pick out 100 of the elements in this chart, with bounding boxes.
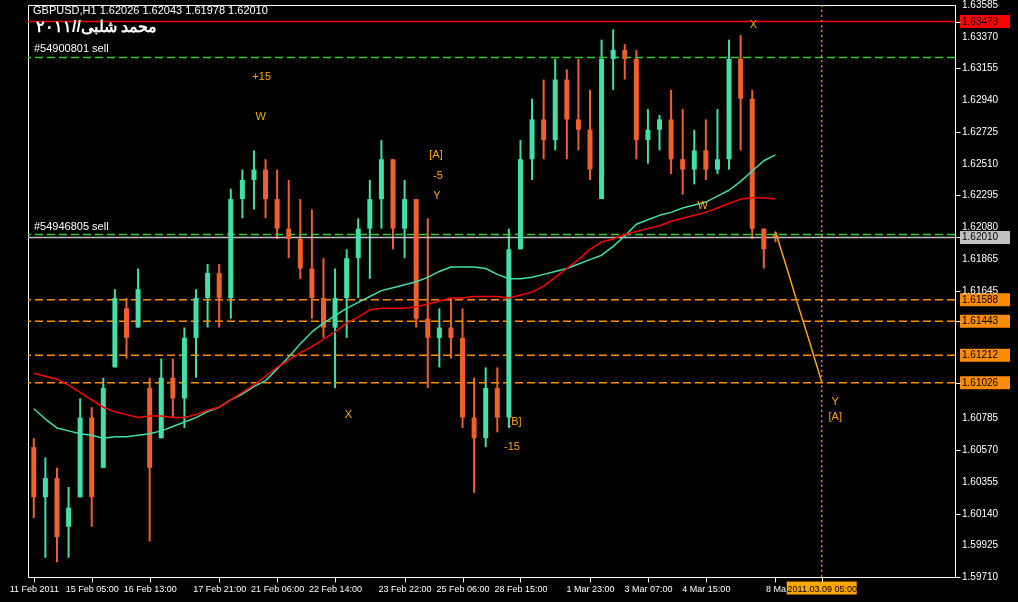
candlestick xyxy=(239,168,245,220)
x-tick-label: 2011.03.09 05:00 xyxy=(787,583,857,594)
candlestick xyxy=(378,139,384,230)
y-tick-label: 1.61588 xyxy=(962,293,999,305)
x-tick-label: 15 Feb 05:00 xyxy=(65,583,119,594)
candlestick xyxy=(680,108,686,196)
candlestick xyxy=(42,456,48,559)
candlestick xyxy=(263,158,269,220)
candlestick xyxy=(714,108,720,176)
candlestick xyxy=(332,267,338,390)
candlestick xyxy=(228,187,234,320)
y-tick-label: 1.61443 xyxy=(962,315,999,327)
candlestick xyxy=(622,43,628,81)
candlestick xyxy=(193,288,199,379)
candlestick xyxy=(726,38,732,171)
candlestick xyxy=(297,198,303,280)
x-tick-label: 28 Feb 15:00 xyxy=(494,583,548,594)
y-tick-label: 1.63473 xyxy=(962,15,999,27)
y-tick-label: 1.60355 xyxy=(962,475,999,487)
candlestick xyxy=(552,57,558,152)
candlestick xyxy=(575,57,581,152)
y-tick-label: 1.60140 xyxy=(962,507,999,519)
candlestick xyxy=(123,297,129,360)
candlestick xyxy=(355,217,361,300)
candlestick xyxy=(691,128,697,186)
candlestick xyxy=(147,376,153,543)
candlestick xyxy=(320,257,326,339)
candlestick xyxy=(251,149,257,211)
candlestick xyxy=(135,267,141,329)
y-tick-label: 1.62510 xyxy=(962,157,999,169)
y-tick-label: 1.62010 xyxy=(962,231,999,243)
candlestick xyxy=(460,307,466,429)
x-tick-label: 22 Feb 14:00 xyxy=(309,583,363,594)
candlestick xyxy=(738,34,744,152)
y-tick-label: 1.62295 xyxy=(962,189,999,201)
y-tick-label: 1.60570 xyxy=(962,444,999,456)
x-tick-label: 21 Feb 06:00 xyxy=(251,583,305,594)
candlestick xyxy=(761,227,767,270)
candlestick xyxy=(112,288,118,369)
annotation: Y xyxy=(433,189,442,201)
x-tick-label: 23 Feb 22:00 xyxy=(378,583,432,594)
ref-line-label: #54900801 sell xyxy=(34,42,109,55)
candlestick xyxy=(610,28,616,91)
x-tick-label: 4 Mar 15:00 xyxy=(682,583,731,594)
candlestick xyxy=(494,366,500,434)
candlestick xyxy=(483,366,489,449)
y-tick-label: 1.62080 xyxy=(962,221,999,233)
candlestick xyxy=(309,208,315,320)
annotation: -15 xyxy=(504,440,520,452)
candlestick xyxy=(645,108,651,165)
x-tick-label: 11 Feb 2011 xyxy=(9,583,59,594)
x-tick-label: 25 Feb 06:00 xyxy=(436,583,490,594)
candlestick xyxy=(668,88,674,176)
candlestick xyxy=(402,178,408,260)
x-tick-label: 17 Feb 21:00 xyxy=(193,583,247,594)
y-tick-label: 1.62725 xyxy=(962,125,999,137)
candlestick xyxy=(703,118,709,181)
candlestick xyxy=(413,198,419,329)
annotation: [A] xyxy=(429,148,443,160)
y-tick-label: 1.63370 xyxy=(962,30,999,42)
candlestick xyxy=(633,49,639,161)
candlestick xyxy=(529,97,535,181)
ref-line-label: #54946805 sell xyxy=(34,219,109,232)
candlestick xyxy=(390,158,396,251)
candlestick xyxy=(425,217,431,390)
candlestick xyxy=(749,88,755,240)
annotation: Y xyxy=(831,395,840,407)
y-tick-label: 1.63155 xyxy=(962,62,999,74)
candlestick xyxy=(564,68,570,161)
candlestick xyxy=(436,307,442,369)
candlestick xyxy=(599,38,605,201)
candlestick xyxy=(205,263,211,329)
candlestick xyxy=(31,437,37,519)
candlestick xyxy=(517,139,523,251)
candlestick xyxy=(367,178,373,280)
x-tick-label: 1 Mar 23:00 xyxy=(566,583,615,594)
candlestick xyxy=(181,326,187,429)
candlestick xyxy=(170,357,176,419)
x-tick-label: 3 Mar 07:00 xyxy=(624,583,673,594)
y-tick-label: 1.61026 xyxy=(962,376,999,388)
annotation: محمد شلبى//٢٠١١ xyxy=(36,18,158,35)
y-tick-label: 1.59710 xyxy=(962,571,999,582)
candlestick xyxy=(66,485,72,559)
candlestick xyxy=(216,263,222,329)
x-tick-label: 8 Ma xyxy=(765,583,786,594)
candlestick xyxy=(274,168,280,240)
y-tick-label: 1.61212 xyxy=(962,349,999,361)
y-tick-label: 1.59925 xyxy=(962,539,999,551)
candlestick xyxy=(448,297,454,360)
candlestick xyxy=(89,406,95,528)
annotation: [A] xyxy=(828,410,842,422)
candlestick xyxy=(344,248,350,339)
y-tick-label: 1.60785 xyxy=(962,412,999,424)
annotation: -5 xyxy=(433,169,443,181)
candlestick xyxy=(471,376,477,494)
x-tick-label: 16 Feb 13:00 xyxy=(123,583,177,594)
annotation: +15 xyxy=(252,70,272,82)
candlestick xyxy=(286,178,292,260)
candlestick xyxy=(54,466,60,564)
annotation: X xyxy=(344,408,353,420)
